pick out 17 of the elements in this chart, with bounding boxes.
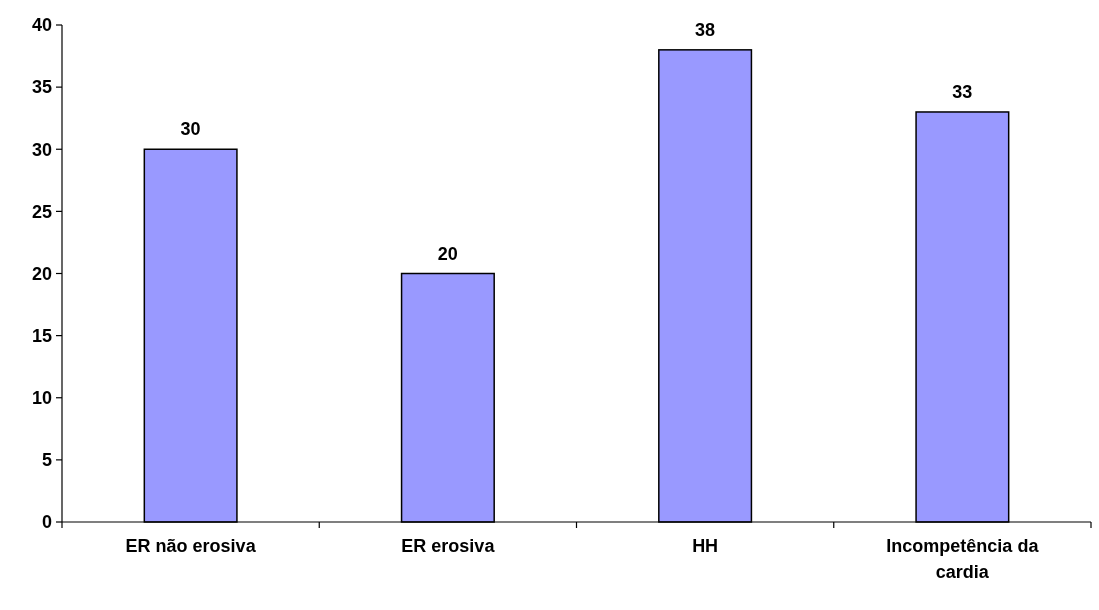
y-tick-label: 30 (31, 139, 52, 160)
y-tick-label: 35 (31, 77, 52, 98)
x-tick-label: ER não erosiva (125, 536, 257, 556)
y-tick-label: 10 (31, 388, 52, 409)
x-tick-label: HH (692, 536, 719, 556)
y-tick-label: 40 (31, 15, 52, 36)
data-label: 30 (180, 119, 201, 140)
y-tick-label: 15 (31, 325, 52, 346)
y-tick-label: 20 (31, 263, 52, 284)
y-tick-label: 5 (41, 450, 52, 471)
y-tick-label: 25 (31, 201, 52, 222)
data-label: 38 (695, 19, 716, 40)
data-label: 20 (437, 243, 458, 264)
x-tick-label: Incompetência da cardia (886, 536, 1040, 582)
data-label: 33 (952, 81, 973, 102)
x-tick-label: ER erosiva (401, 536, 496, 556)
y-tick-label: 0 (41, 512, 52, 533)
